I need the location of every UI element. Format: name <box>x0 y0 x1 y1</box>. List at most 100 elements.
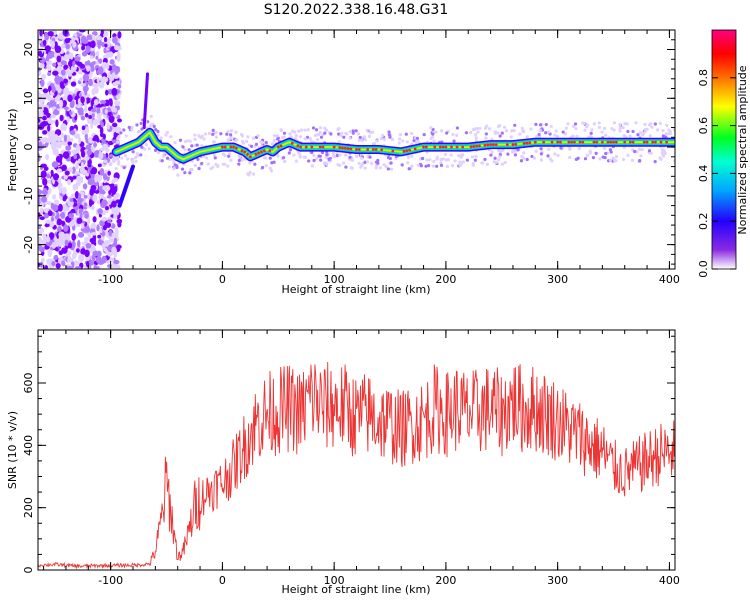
noise-speckle <box>46 173 51 179</box>
halo-speckle <box>487 127 492 131</box>
noise-speckle <box>99 227 103 234</box>
halo-speckle <box>513 153 518 157</box>
halo-speckle <box>252 136 256 140</box>
noise-speckle <box>116 54 121 62</box>
noise-speckle <box>107 245 112 253</box>
ridge-peak <box>472 145 476 148</box>
noise-speckle <box>86 149 92 156</box>
halo-speckle <box>449 153 453 157</box>
noise-speckle <box>55 247 59 252</box>
halo-speckle <box>226 164 230 168</box>
noise-speckle <box>85 243 92 249</box>
streak <box>142 72 150 130</box>
halo-speckle <box>500 162 505 166</box>
ridge-peak <box>262 149 266 153</box>
noise-speckle <box>106 194 112 199</box>
noise-speckle <box>90 169 94 175</box>
noise-speckle <box>40 122 47 127</box>
halo-speckle <box>432 159 436 163</box>
halo-speckle <box>415 136 420 140</box>
halo-speckle <box>122 165 126 170</box>
noise-speckle <box>91 88 96 96</box>
ridge-peak <box>614 140 618 144</box>
x-tick-label: 300 <box>547 273 568 286</box>
halo-speckle <box>655 128 660 132</box>
noise-speckle <box>93 98 99 106</box>
noise-speckle <box>68 168 74 173</box>
halo-speckle <box>626 129 630 134</box>
halo-speckle <box>405 140 409 144</box>
noise-speckle <box>75 181 81 186</box>
halo-speckle <box>503 160 507 165</box>
ridge-peak <box>276 145 280 149</box>
halo-speckle <box>498 155 502 159</box>
halo-speckle <box>228 152 232 156</box>
halo-speckle <box>445 164 449 169</box>
noise-speckle <box>116 264 121 269</box>
halo-speckle <box>428 158 432 162</box>
halo-speckle <box>653 160 657 164</box>
colorbar-ticks: 0.0 0.2 0.4 0.6 0.8 <box>697 69 736 278</box>
halo-speckle <box>406 155 411 159</box>
halo-speckle <box>153 148 158 152</box>
halo-speckle <box>591 156 595 160</box>
noise-speckle <box>100 121 104 128</box>
noise-speckle <box>95 60 100 65</box>
noise-speckle <box>75 104 82 109</box>
halo-speckle <box>602 146 607 150</box>
ridge-peak <box>628 140 632 144</box>
snr-ticks: -100 0 100 200 300 400 0 200 400 600 <box>22 330 680 587</box>
noise-speckle <box>52 70 59 76</box>
noise-speckle <box>64 38 71 44</box>
x-tick-label: 300 <box>547 574 568 587</box>
noise-speckle <box>40 56 46 64</box>
noise-speckle <box>110 105 116 113</box>
halo-speckle <box>474 133 478 137</box>
halo-speckle <box>156 151 161 155</box>
halo-speckle <box>130 128 134 132</box>
halo-speckle <box>608 158 613 162</box>
halo-speckle <box>136 154 140 158</box>
halo-speckle <box>221 162 225 166</box>
halo-speckle <box>268 166 272 170</box>
noise-speckle <box>58 203 63 212</box>
halo-speckle <box>199 135 203 140</box>
noise-speckle <box>97 43 101 50</box>
noise-speckle <box>89 55 94 60</box>
halo-speckle <box>213 156 217 160</box>
halo-speckle <box>127 125 131 129</box>
noise-speckle <box>114 67 120 75</box>
halo-speckle <box>574 157 578 161</box>
noise-speckle <box>84 87 88 96</box>
halo-speckle <box>464 131 469 135</box>
halo-speckle <box>382 163 386 167</box>
spectrogram-x-axis-label: Height of straight line (km) <box>281 283 430 296</box>
noise-speckle <box>67 94 73 102</box>
halo-speckle <box>519 159 524 163</box>
halo-speckle <box>497 148 501 152</box>
halo-speckle <box>229 133 233 137</box>
noise-speckle <box>71 233 77 241</box>
noise-speckle <box>70 130 76 136</box>
halo-speckle <box>209 167 213 171</box>
halo-speckle <box>302 155 306 159</box>
ridge-peak <box>455 145 459 149</box>
halo-speckle <box>461 160 465 164</box>
halo-speckle <box>240 134 245 138</box>
noise-speckle <box>113 131 117 139</box>
ridge-peak <box>556 140 560 144</box>
halo-speckle <box>422 133 426 137</box>
halo-speckle <box>164 133 168 137</box>
halo-speckle <box>649 151 653 155</box>
noise-speckle <box>58 99 64 108</box>
halo-speckle <box>631 129 635 134</box>
ridge-peak <box>220 145 224 149</box>
noise-speckle <box>39 207 44 215</box>
halo-speckle <box>634 121 638 125</box>
noise-speckle <box>72 41 77 48</box>
halo-speckle <box>319 135 324 139</box>
noise-speckle <box>106 122 110 130</box>
halo-speckle <box>564 126 568 130</box>
y-tick-label: 400 <box>22 435 35 456</box>
halo-speckle <box>614 154 619 159</box>
